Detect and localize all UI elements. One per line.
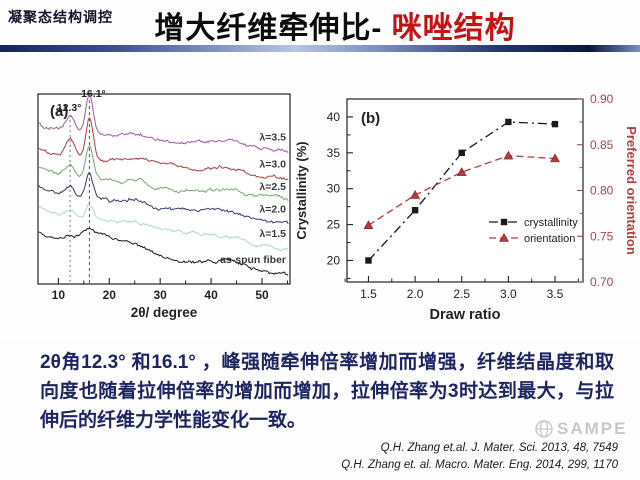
watermark: SAMPE [534, 419, 627, 439]
citation-block: Q.H. Zhang et.al. J. Mater. Sci. 2013, 4… [341, 440, 618, 475]
svg-text:(b): (b) [361, 110, 380, 127]
svg-text:40: 40 [327, 110, 341, 124]
svg-text:λ=1.5: λ=1.5 [259, 228, 286, 240]
svg-text:(a): (a) [50, 103, 68, 120]
svg-text:40: 40 [204, 288, 218, 302]
citation-line: Q.H. Zhang et.al. J. Mater. Sci. 2013, 4… [380, 442, 618, 454]
svg-text:12.3°: 12.3° [57, 102, 82, 114]
svg-text:0.75: 0.75 [590, 229, 614, 243]
svg-text:0.85: 0.85 [590, 138, 614, 152]
svg-text:λ=2.0: λ=2.0 [259, 203, 286, 215]
svg-text:λ=3.0: λ=3.0 [259, 159, 286, 171]
draw-ratio-chart: 1.5 2.0 2.5 3.0 3.5 Draw ratio 20 25 30 35 40 Cryst… [294, 92, 639, 323]
xrd-chart-container: 10 20 30 40 50 2θ/ degree 12.3° 16.1° λ=3.5 λ=3.0… [22, 84, 322, 339]
svg-text:16.1°: 16.1° [81, 88, 106, 100]
svg-text:20: 20 [327, 253, 341, 267]
svg-text:35: 35 [327, 146, 341, 160]
svg-text:Draw ratio: Draw ratio [430, 307, 501, 323]
svg-text:30: 30 [154, 288, 168, 302]
svg-text:10: 10 [52, 288, 66, 302]
svg-text:crystallinity: crystallinity [524, 217, 578, 229]
svg-text:λ=2.5: λ=2.5 [259, 181, 286, 193]
svg-text:λ=3.5: λ=3.5 [259, 131, 286, 143]
svg-text:as-spun fiber: as-spun fiber [220, 254, 286, 266]
corner-tag: 凝聚态结构调控 [8, 9, 113, 25]
page-title: 增大纤维牵伸比- 咪唑结构 [100, 3, 570, 47]
svg-text:1.5: 1.5 [360, 287, 377, 301]
globe-icon [535, 420, 553, 438]
citation-line: Q.H. Zhang et. al. Macro. Mater. Eng. 20… [341, 459, 618, 472]
page-title-accent: 咪唑结构 [391, 12, 516, 45]
svg-text:orientation: orientation [524, 233, 575, 245]
svg-text:2θ/ degree: 2θ/ degree [131, 305, 198, 320]
page-title-main: 增大纤维牵伸比- [154, 12, 383, 45]
svg-text:0.90: 0.90 [590, 92, 614, 106]
svg-text:2.5: 2.5 [453, 287, 470, 301]
svg-text:25: 25 [327, 218, 341, 232]
summary-paragraph: 2θ角12.3° 和16.1° ，峰强随牵伸倍率增加而增强，纤维结晶度和取向度也… [40, 352, 614, 431]
svg-text:50: 50 [255, 288, 269, 302]
title-divider-bar [0, 45, 640, 52]
svg-text:Preferred orientation: Preferred orientation [624, 126, 638, 255]
xrd-chart: 10 20 30 40 50 2θ/ degree 12.3° 16.1° λ=3.5 λ=3.0… [37, 88, 291, 320]
svg-text:0.80: 0.80 [590, 184, 614, 198]
svg-text:20: 20 [103, 288, 117, 302]
svg-text:0.70: 0.70 [590, 275, 614, 289]
figure-panel: 10 20 30 40 50 2θ/ degree 12.3° 16.1° λ=3.5 λ=3.0… [0, 78, 640, 340]
draw-ratio-chart-container: 1.5 2.0 2.5 3.0 3.5 Draw ratio 20 25 30 35 40 Cryst… [293, 84, 639, 339]
svg-text:Crystallinity (%): Crystallinity (%) [294, 141, 309, 239]
svg-text:2.0: 2.0 [407, 287, 424, 301]
svg-text:3.0: 3.0 [500, 287, 517, 301]
svg-text:30: 30 [327, 182, 341, 196]
svg-text:3.5: 3.5 [547, 287, 564, 301]
watermark-text: SAMPE [557, 419, 628, 438]
